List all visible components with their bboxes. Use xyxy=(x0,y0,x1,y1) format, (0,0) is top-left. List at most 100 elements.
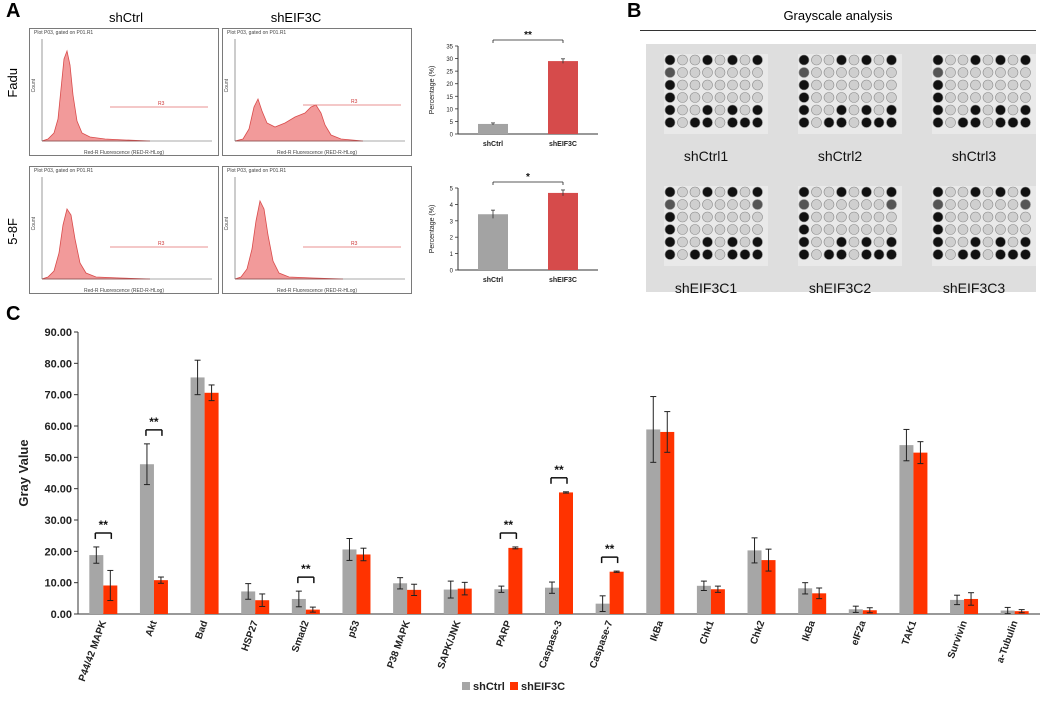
blot-spot xyxy=(752,186,763,198)
blot-spot xyxy=(702,104,713,116)
blot-spot xyxy=(752,79,763,91)
blot-spot xyxy=(739,199,751,210)
blot-spot xyxy=(677,104,688,116)
y-axis-label: Gray Value xyxy=(16,439,31,506)
blot-spot xyxy=(836,186,847,198)
blot-spot xyxy=(945,249,956,260)
panel-label-a: A xyxy=(6,0,21,22)
blot-spot xyxy=(995,249,1006,260)
bar-shctrl xyxy=(950,599,965,614)
blot-spot xyxy=(702,54,713,66)
blot-spot xyxy=(982,117,994,128)
blot-spot xyxy=(752,54,763,66)
blot-spot xyxy=(982,236,994,248)
blot-spot xyxy=(811,186,822,198)
blot-spot xyxy=(752,67,763,78)
bar-shctrl xyxy=(393,583,408,614)
blot-spot xyxy=(1020,211,1031,223)
blot-spot xyxy=(702,67,713,78)
blot-spot xyxy=(861,199,872,210)
blot-spot xyxy=(739,92,751,103)
blot-spot xyxy=(995,211,1006,223)
bar-sheif3c xyxy=(204,392,219,614)
y-tick-label: 15 xyxy=(446,95,453,101)
blot-spot xyxy=(752,211,763,223)
blot-label-shctrl2: shCtrl2 xyxy=(817,148,863,164)
blot-spot xyxy=(798,211,810,223)
blot-spot xyxy=(945,199,956,210)
blot-spot xyxy=(702,236,713,248)
blot-spot xyxy=(932,104,944,116)
blot-spot xyxy=(886,67,897,78)
blot-spot xyxy=(798,79,810,91)
blot-spot xyxy=(714,54,726,66)
y-tick-label: 20.00 xyxy=(44,546,72,558)
row-label-58f: 5-8F xyxy=(5,218,20,245)
blot-label-shctrl1: shCtrl1 xyxy=(683,148,729,164)
blot-spot xyxy=(752,104,763,116)
blot-spot xyxy=(836,249,847,260)
blot-spot xyxy=(689,104,701,116)
blot-spot xyxy=(886,236,897,248)
bar-sheif3c xyxy=(457,588,472,614)
y-tick-label: 60.00 xyxy=(44,421,72,433)
blot-label-sheif3c3: shEIF3C3 xyxy=(942,280,1006,296)
legend-label-sheif3c: shEIF3C xyxy=(521,681,565,693)
blot-spot xyxy=(957,224,969,235)
y-tick-label: 10 xyxy=(446,107,453,113)
blot-spot xyxy=(945,67,956,78)
blot-spot xyxy=(677,224,688,235)
bar-shctrl xyxy=(89,555,104,614)
blot-spot xyxy=(873,104,885,116)
blot-spot xyxy=(1007,249,1019,260)
blot-spot xyxy=(995,92,1006,103)
blot-spot xyxy=(664,224,676,235)
bar-sheif3c xyxy=(761,560,776,614)
blot-spot xyxy=(995,79,1006,91)
blot-spot xyxy=(714,79,726,91)
blot-spot xyxy=(1020,54,1031,66)
significance-label: ** xyxy=(605,542,615,556)
y-tick-label: 5 xyxy=(450,120,454,126)
blot-spot xyxy=(798,199,810,210)
bar-shctrl xyxy=(342,549,357,614)
blot-spot xyxy=(945,104,956,116)
blot-spot xyxy=(823,249,835,260)
y-tick-label: 25 xyxy=(446,70,453,76)
bar-shctrl xyxy=(899,445,914,614)
bar-sheif3c xyxy=(153,580,168,614)
blot-spot xyxy=(798,92,810,103)
x-tick-label: P44/42 MAPK xyxy=(77,619,109,684)
blot-spot xyxy=(714,67,726,78)
blot-spot xyxy=(702,186,713,198)
title-divider xyxy=(640,30,1036,31)
blot-spot xyxy=(798,236,810,248)
gate-label: R3 xyxy=(158,241,165,247)
blot-spot xyxy=(836,236,847,248)
blot-spot xyxy=(811,199,822,210)
blot-spot xyxy=(861,186,872,198)
bar-sheif3c xyxy=(913,452,928,614)
significance-label: ** xyxy=(504,518,514,532)
blot-spot xyxy=(677,211,688,223)
blot-spot xyxy=(873,224,885,235)
blot-spot xyxy=(970,117,981,128)
blot-spot xyxy=(752,92,763,103)
blot-label-shctrl3: shCtrl3 xyxy=(951,148,997,164)
x-tick-label: PARP xyxy=(495,619,515,648)
blot-spot xyxy=(848,104,860,116)
flow-histogram-58f-sheif3c: Plot P03, gated on P01.R1 Count R3 Red-R… xyxy=(222,166,412,294)
blot-spot xyxy=(798,117,810,128)
blot-spot xyxy=(664,199,676,210)
y-tick-label: 3 xyxy=(450,219,454,225)
blot-spot xyxy=(982,224,994,235)
blot-spot xyxy=(995,236,1006,248)
significance-label: ** xyxy=(554,463,564,477)
blot-spot xyxy=(689,186,701,198)
y-tick-label: 90.00 xyxy=(44,327,72,339)
blot-spot xyxy=(861,92,872,103)
blot-spot xyxy=(752,199,763,210)
blot-spot xyxy=(836,79,847,91)
y-tick-label: 35 xyxy=(446,45,453,51)
blot-spot xyxy=(664,117,676,128)
